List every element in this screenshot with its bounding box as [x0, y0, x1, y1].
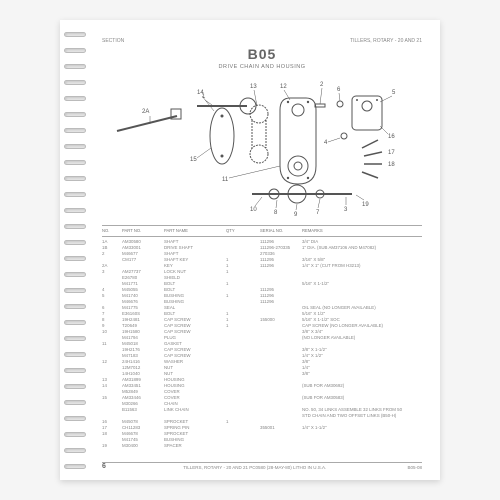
svg-text:8: 8	[274, 210, 278, 216]
header-right: TILLERS, ROTARY - 20 AND 21	[350, 38, 422, 44]
svg-text:19: 19	[362, 202, 369, 208]
svg-text:6: 6	[337, 87, 341, 93]
exploded-diagram: 2A 1 14 15 13	[102, 76, 422, 221]
svg-text:5: 5	[392, 90, 396, 96]
col-name: PART NAME	[164, 228, 224, 234]
svg-text:2: 2	[320, 82, 324, 88]
col-qty: QTY	[226, 228, 258, 234]
col-partno: PART NO.	[122, 228, 162, 234]
page-subtitle: DRIVE CHAIN AND HOUSING	[102, 64, 422, 70]
page-title: B05	[102, 46, 422, 62]
svg-text:17: 17	[388, 150, 395, 156]
svg-text:2A: 2A	[142, 109, 149, 115]
svg-text:7: 7	[316, 210, 320, 216]
svg-text:11: 11	[222, 177, 229, 183]
table-body: 1AAM30580SHAFT1112963/4" DIA1BAM33001DRI…	[102, 239, 422, 449]
svg-text:9: 9	[294, 212, 298, 218]
footer-right: B05-08	[407, 465, 422, 470]
col-no: NO.	[102, 228, 120, 234]
header-left: SECTION	[102, 38, 124, 44]
svg-text:12: 12	[280, 84, 287, 90]
svg-text:10: 10	[250, 207, 257, 213]
manual-page: SECTION TILLERS, ROTARY - 20 AND 21 B05 …	[60, 20, 440, 480]
spiral-binding	[64, 20, 94, 480]
svg-text:3: 3	[344, 207, 348, 213]
page-header: SECTION TILLERS, ROTARY - 20 AND 21	[102, 38, 422, 44]
col-serial: SERIAL NO.	[260, 228, 300, 234]
table-row: 19M30400SPACER	[102, 443, 422, 449]
col-remarks: REMARKS	[302, 228, 422, 234]
page-footer: TILLERS, ROTARY - 20 AND 21 PC0580 (28-M…	[102, 462, 422, 470]
table-header: NO. PART NO. PART NAME QTY SERIAL NO. RE…	[102, 225, 422, 237]
footer-center: TILLERS, ROTARY - 20 AND 21 PC0580 (28-M…	[183, 465, 326, 470]
svg-text:13: 13	[250, 84, 257, 90]
svg-text:15: 15	[190, 157, 197, 163]
svg-text:14: 14	[197, 90, 204, 96]
svg-text:16: 16	[388, 134, 395, 140]
svg-text:18: 18	[388, 162, 395, 168]
svg-text:4: 4	[324, 140, 328, 146]
